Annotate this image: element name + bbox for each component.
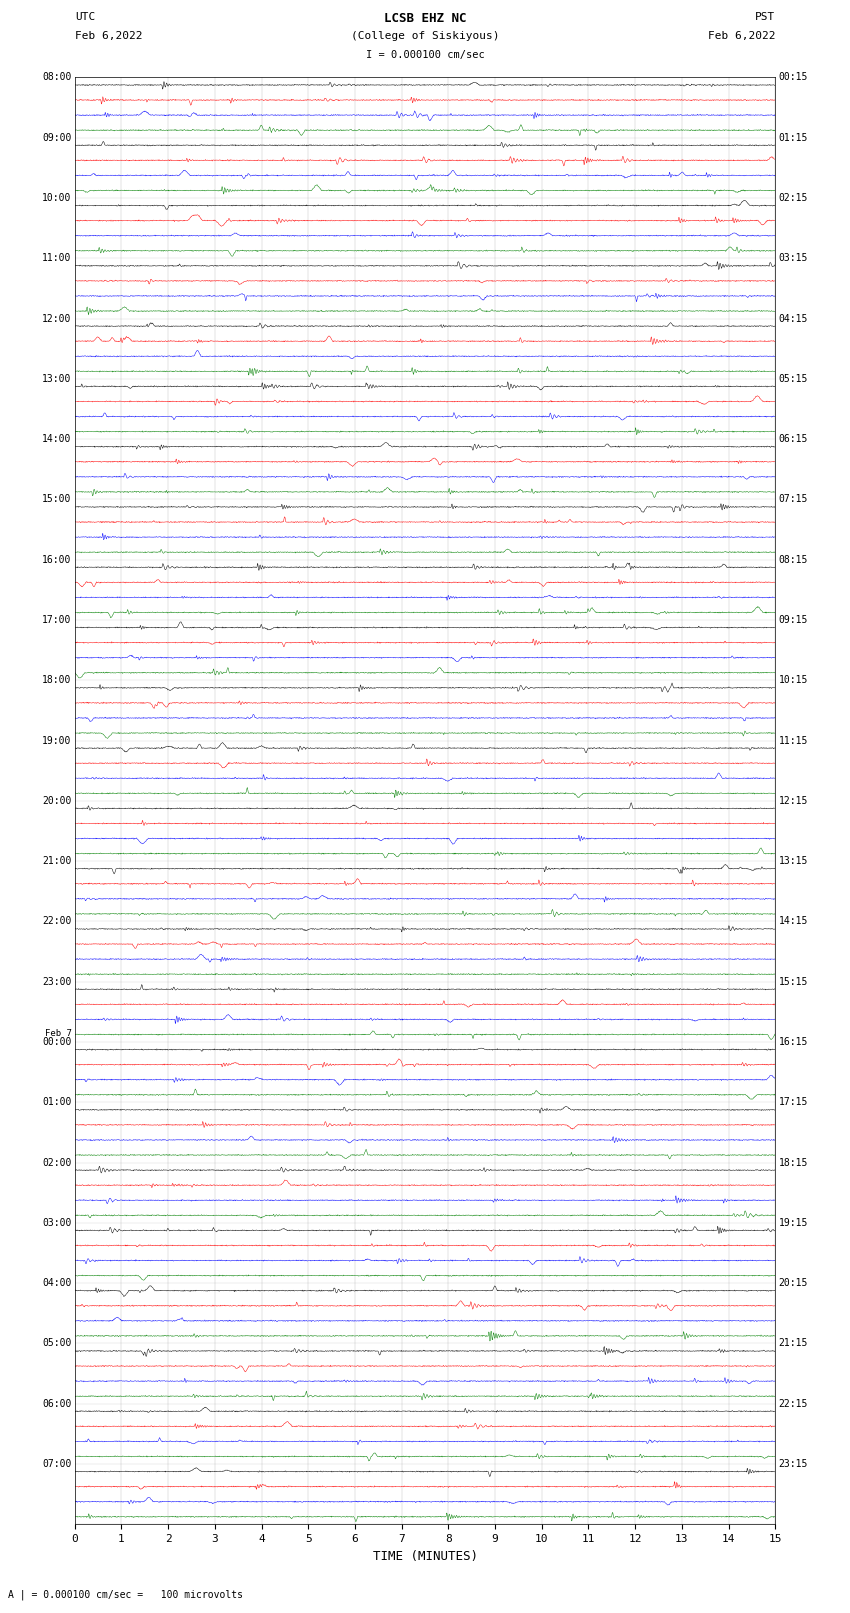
Text: LCSB EHZ NC: LCSB EHZ NC: [383, 11, 467, 24]
Text: 20:00: 20:00: [42, 795, 71, 806]
Text: 04:15: 04:15: [779, 313, 808, 324]
Text: 19:15: 19:15: [779, 1218, 808, 1227]
Text: 11:00: 11:00: [42, 253, 71, 263]
Text: 01:00: 01:00: [42, 1097, 71, 1107]
Text: 07:15: 07:15: [779, 495, 808, 505]
Text: 23:00: 23:00: [42, 977, 71, 987]
Text: 21:00: 21:00: [42, 857, 71, 866]
Text: 21:15: 21:15: [779, 1339, 808, 1348]
Text: 19:00: 19:00: [42, 736, 71, 745]
Text: 18:00: 18:00: [42, 676, 71, 686]
Text: 16:00: 16:00: [42, 555, 71, 565]
Text: Feb 7: Feb 7: [44, 1029, 71, 1037]
Text: 22:15: 22:15: [779, 1398, 808, 1408]
Text: 10:15: 10:15: [779, 676, 808, 686]
Text: 23:15: 23:15: [779, 1460, 808, 1469]
Text: 14:00: 14:00: [42, 434, 71, 444]
X-axis label: TIME (MINUTES): TIME (MINUTES): [372, 1550, 478, 1563]
Text: 06:15: 06:15: [779, 434, 808, 444]
Text: 02:00: 02:00: [42, 1158, 71, 1168]
Text: Feb 6,2022: Feb 6,2022: [75, 31, 142, 40]
Text: 20:15: 20:15: [779, 1277, 808, 1289]
Text: 05:15: 05:15: [779, 374, 808, 384]
Text: 08:15: 08:15: [779, 555, 808, 565]
Text: 17:00: 17:00: [42, 615, 71, 624]
Text: I = 0.000100 cm/sec: I = 0.000100 cm/sec: [366, 50, 484, 60]
Text: A | = 0.000100 cm/sec =   100 microvolts: A | = 0.000100 cm/sec = 100 microvolts: [8, 1589, 243, 1600]
Text: (College of Siskiyous): (College of Siskiyous): [351, 31, 499, 40]
Text: 00:00: 00:00: [42, 1037, 71, 1047]
Text: 12:15: 12:15: [779, 795, 808, 806]
Text: 08:00: 08:00: [42, 73, 71, 82]
Text: 03:00: 03:00: [42, 1218, 71, 1227]
Text: 14:15: 14:15: [779, 916, 808, 926]
Text: 00:15: 00:15: [779, 73, 808, 82]
Text: 22:00: 22:00: [42, 916, 71, 926]
Text: 18:15: 18:15: [779, 1158, 808, 1168]
Text: 13:00: 13:00: [42, 374, 71, 384]
Text: 07:00: 07:00: [42, 1460, 71, 1469]
Text: 09:00: 09:00: [42, 132, 71, 142]
Text: 15:00: 15:00: [42, 495, 71, 505]
Text: 01:15: 01:15: [779, 132, 808, 142]
Text: UTC: UTC: [75, 11, 95, 21]
Text: 10:00: 10:00: [42, 194, 71, 203]
Text: 02:15: 02:15: [779, 194, 808, 203]
Text: 05:00: 05:00: [42, 1339, 71, 1348]
Text: 15:15: 15:15: [779, 977, 808, 987]
Text: Feb 6,2022: Feb 6,2022: [708, 31, 775, 40]
Text: 12:00: 12:00: [42, 313, 71, 324]
Text: 16:15: 16:15: [779, 1037, 808, 1047]
Text: 11:15: 11:15: [779, 736, 808, 745]
Text: 03:15: 03:15: [779, 253, 808, 263]
Text: 09:15: 09:15: [779, 615, 808, 624]
Text: PST: PST: [755, 11, 775, 21]
Text: 04:00: 04:00: [42, 1277, 71, 1289]
Text: 17:15: 17:15: [779, 1097, 808, 1107]
Text: 06:00: 06:00: [42, 1398, 71, 1408]
Text: 13:15: 13:15: [779, 857, 808, 866]
